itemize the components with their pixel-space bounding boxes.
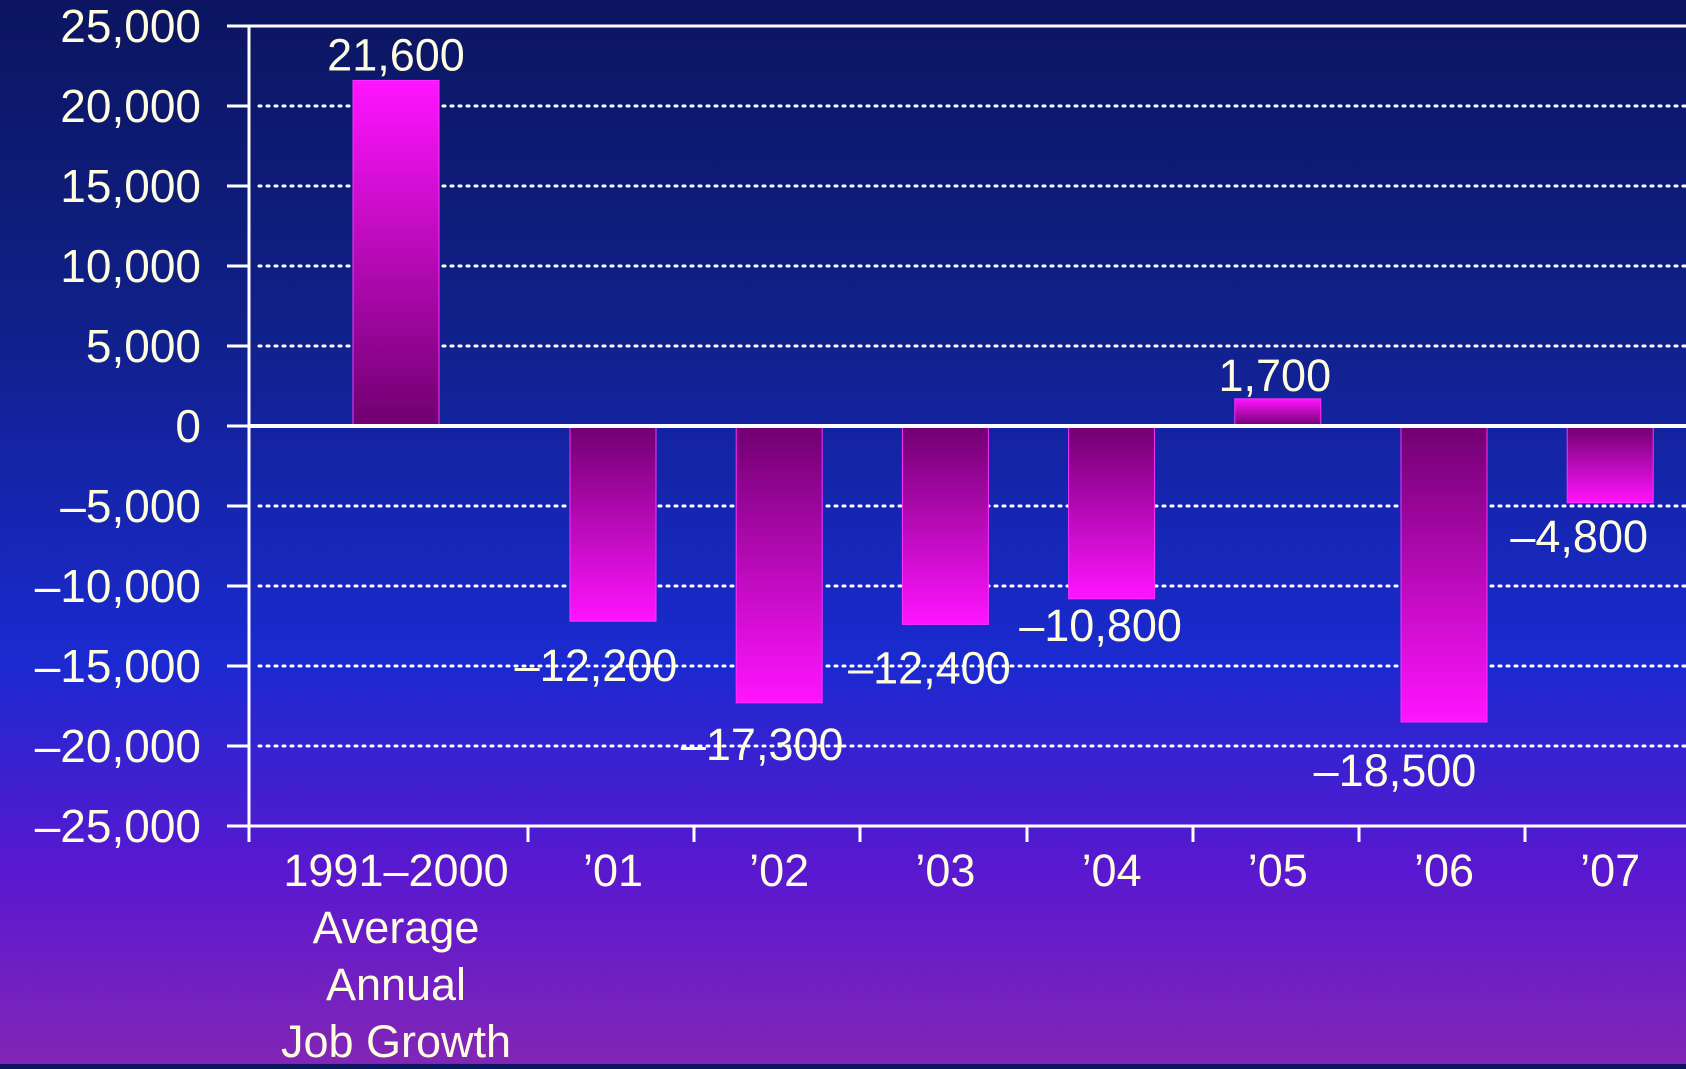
bar xyxy=(901,425,989,625)
x-tick-label: 1991–2000 xyxy=(283,845,508,896)
bar xyxy=(1234,398,1322,427)
y-tick-label: –20,000 xyxy=(35,720,201,772)
y-tick-label: 25,000 xyxy=(60,0,201,52)
data-label: –4,800 xyxy=(1510,511,1648,562)
y-tick-label: –5,000 xyxy=(60,480,201,532)
axes xyxy=(227,24,1686,842)
data-label: 1,700 xyxy=(1218,350,1331,401)
x-tick-label: ’03 xyxy=(915,845,975,896)
x-tick-label: ’06 xyxy=(1414,845,1474,896)
data-label: –18,500 xyxy=(1314,745,1477,796)
y-tick-label: 20,000 xyxy=(60,80,201,132)
data-label: –17,300 xyxy=(681,719,844,770)
bar xyxy=(352,79,440,427)
x-tick-label: Annual xyxy=(326,959,466,1010)
bar xyxy=(735,425,823,704)
y-tick-label: 0 xyxy=(175,400,201,452)
x-tick-label: ’01 xyxy=(583,845,643,896)
data-label: 21,600 xyxy=(327,29,465,80)
y-tick-label: 5,000 xyxy=(86,320,201,372)
data-label: –12,400 xyxy=(848,642,1011,693)
labels: 25,000 20,000 15,000 10,000 5,000 0 –5,000 –10,… xyxy=(35,0,1648,1067)
bar xyxy=(1068,425,1156,600)
y-tick-label: 15,000 xyxy=(60,160,201,212)
x-tick-label: ’04 xyxy=(1082,845,1142,896)
data-label: –12,200 xyxy=(515,640,678,691)
data-label: –10,800 xyxy=(1019,600,1182,651)
y-tick-label: –25,000 xyxy=(35,800,201,852)
x-tick-label: Job Growth xyxy=(281,1016,511,1064)
bar xyxy=(569,425,657,622)
x-tick-label: ’05 xyxy=(1248,845,1308,896)
bars xyxy=(352,79,1654,723)
bar xyxy=(1566,425,1654,504)
bar xyxy=(1400,425,1488,723)
x-tick-label: ’07 xyxy=(1580,845,1640,896)
y-tick-label: –15,000 xyxy=(35,640,201,692)
y-tick-label: 10,000 xyxy=(60,240,201,292)
x-tick-label: Average xyxy=(313,902,480,953)
x-tick-label: ’02 xyxy=(749,845,809,896)
y-tick-label: –10,000 xyxy=(35,560,201,612)
